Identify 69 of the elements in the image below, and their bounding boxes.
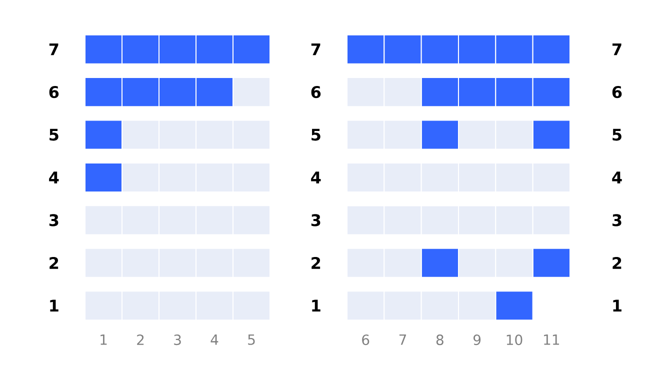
y-tick-label: 6 — [49, 86, 59, 98]
y-tick-label: 5 — [312, 128, 320, 141]
point — [532, 248, 570, 278]
point — [232, 34, 270, 64]
point — [122, 120, 160, 150]
point — [84, 77, 123, 108]
y-tick-label: 3 — [49, 214, 58, 226]
y2-tick-label: 2 — [612, 256, 622, 269]
x-tick-label: 11 — [544, 334, 560, 345]
point — [458, 77, 496, 108]
point — [384, 77, 422, 108]
y-tick-label: 2 — [50, 256, 58, 269]
point — [346, 34, 385, 64]
point — [122, 162, 160, 193]
point — [84, 120, 123, 150]
y-tick-label: 5 — [50, 128, 58, 141]
point — [384, 120, 422, 150]
point — [532, 77, 570, 108]
point — [158, 77, 197, 108]
x-tick-label: 1 — [100, 334, 107, 345]
point — [196, 77, 234, 108]
point — [122, 34, 160, 64]
point — [384, 248, 422, 278]
y-tick-label: 4 — [311, 172, 321, 184]
point — [84, 162, 123, 193]
point — [458, 248, 496, 278]
y2-tick-label: 5 — [612, 128, 622, 141]
y2-tick-label: 1 — [613, 300, 622, 312]
point — [122, 77, 160, 108]
point — [532, 120, 570, 150]
y2-tick-label: 7 — [612, 44, 622, 56]
y2-tick-label: 4 — [612, 172, 622, 184]
point — [384, 34, 422, 64]
x-tick-label: 3 — [174, 334, 181, 346]
point — [458, 290, 496, 321]
point — [495, 34, 534, 64]
x-tick-label: 4 — [210, 334, 218, 345]
point — [420, 120, 459, 150]
point — [495, 120, 534, 150]
x-tick-label: 7 — [399, 334, 406, 345]
y-tick-label: 6 — [311, 86, 321, 98]
point — [84, 34, 123, 64]
point — [420, 34, 459, 64]
point — [458, 34, 496, 64]
point — [420, 77, 459, 108]
point — [495, 248, 534, 278]
point — [232, 77, 270, 108]
x-tick-label: 5 — [248, 334, 255, 345]
y2-tick-label: 6 — [612, 86, 622, 98]
y2-tick-label: 3 — [612, 214, 622, 226]
point — [420, 248, 459, 278]
point — [196, 34, 234, 64]
y-tick-label: 1 — [50, 300, 58, 312]
y-tick-label: 1 — [312, 300, 320, 312]
x-tick-label: 2 — [137, 334, 144, 345]
point — [495, 77, 534, 108]
point — [458, 120, 496, 150]
y-tick-label: 2 — [312, 256, 320, 269]
x-tick-label: 8 — [436, 334, 444, 346]
x-tick-label: 9 — [474, 334, 481, 346]
y-tick-label: 3 — [311, 214, 320, 226]
point — [532, 34, 570, 64]
x-tick-label: 6 — [362, 334, 370, 346]
x-tick-label: 10 — [506, 334, 522, 346]
point — [158, 34, 197, 64]
y-tick-label: 7 — [49, 44, 58, 56]
y-tick-label: 7 — [311, 44, 320, 56]
y-tick-label: 4 — [49, 172, 59, 184]
point — [495, 290, 534, 321]
